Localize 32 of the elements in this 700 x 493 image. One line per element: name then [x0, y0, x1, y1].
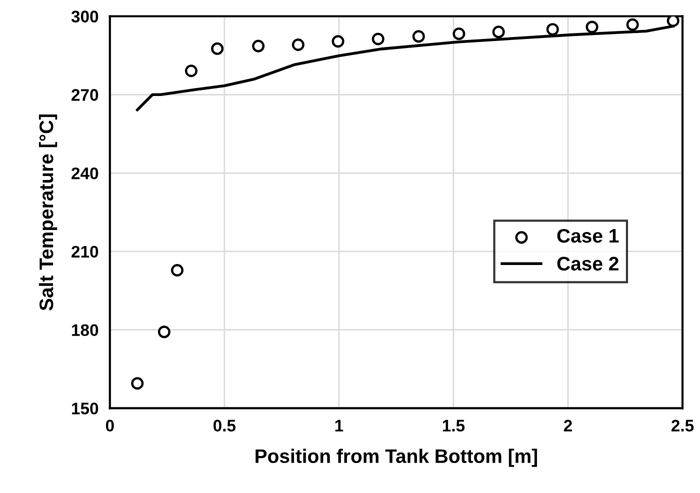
point — [211, 42, 224, 55]
point — [131, 377, 144, 390]
x-tick-label: 2.5 — [671, 420, 694, 432]
y-tick-label: 240 — [72, 167, 98, 180]
y-tick-label: 150 — [72, 402, 98, 414]
y-tick-label: 270 — [72, 89, 98, 101]
legend-label: Case 2 — [557, 256, 618, 271]
point — [292, 38, 304, 52]
point — [170, 264, 184, 277]
x-tick-label: 0.5 — [213, 420, 236, 432]
point — [666, 16, 680, 27]
point — [586, 20, 598, 34]
x-tick-label: 2 — [564, 420, 572, 432]
point — [546, 23, 559, 36]
point — [452, 28, 466, 40]
x-tick-label: 0 — [106, 420, 114, 432]
point — [252, 40, 265, 52]
point — [158, 326, 170, 338]
point — [184, 64, 198, 78]
x-tick-label: 1.5 — [442, 420, 465, 432]
point — [372, 32, 384, 46]
y-axis-title: Salt Temperature [°C] — [38, 114, 58, 310]
legend-label: Case 1 — [557, 228, 619, 243]
point — [626, 18, 639, 31]
x-tick-label: 1 — [335, 420, 344, 432]
y-tick-label: 180 — [72, 324, 98, 336]
x-axis-title: Position from Tank Bottom [m] — [256, 448, 537, 467]
point — [332, 35, 344, 48]
y-tick-label: 210 — [72, 246, 98, 258]
point — [492, 26, 505, 38]
y-tick-label: 300 — [71, 10, 98, 22]
point — [412, 30, 425, 43]
